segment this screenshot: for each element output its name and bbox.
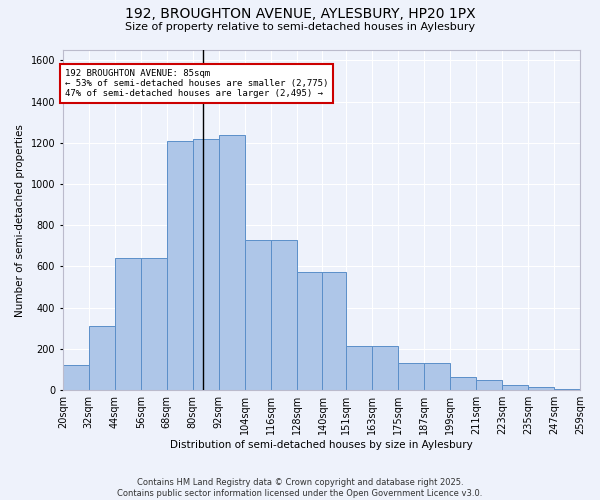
Bar bbox=[141, 258, 167, 390]
Bar bbox=[346, 346, 372, 390]
Bar bbox=[63, 366, 89, 390]
Bar bbox=[245, 240, 271, 390]
Bar bbox=[398, 364, 424, 390]
Bar bbox=[372, 346, 398, 390]
Text: 192 BROUGHTON AVENUE: 85sqm
← 53% of semi-detached houses are smaller (2,775)
47: 192 BROUGHTON AVENUE: 85sqm ← 53% of sem… bbox=[65, 68, 328, 98]
Bar bbox=[580, 388, 600, 390]
Bar bbox=[502, 385, 528, 390]
Bar bbox=[554, 389, 580, 390]
Bar bbox=[167, 140, 193, 390]
Bar bbox=[271, 240, 296, 390]
Text: 192, BROUGHTON AVENUE, AYLESBURY, HP20 1PX: 192, BROUGHTON AVENUE, AYLESBURY, HP20 1… bbox=[125, 8, 475, 22]
Bar bbox=[296, 272, 322, 390]
Bar bbox=[450, 377, 476, 390]
Y-axis label: Number of semi-detached properties: Number of semi-detached properties bbox=[15, 124, 25, 316]
Bar bbox=[424, 364, 450, 390]
Bar bbox=[193, 138, 218, 390]
Bar bbox=[115, 258, 141, 390]
Bar bbox=[218, 134, 245, 390]
X-axis label: Distribution of semi-detached houses by size in Aylesbury: Distribution of semi-detached houses by … bbox=[170, 440, 473, 450]
Bar bbox=[322, 272, 346, 390]
Bar bbox=[476, 380, 502, 390]
Bar bbox=[528, 387, 554, 390]
Text: Contains HM Land Registry data © Crown copyright and database right 2025.
Contai: Contains HM Land Registry data © Crown c… bbox=[118, 478, 482, 498]
Text: Size of property relative to semi-detached houses in Aylesbury: Size of property relative to semi-detach… bbox=[125, 22, 475, 32]
Bar bbox=[89, 326, 115, 390]
